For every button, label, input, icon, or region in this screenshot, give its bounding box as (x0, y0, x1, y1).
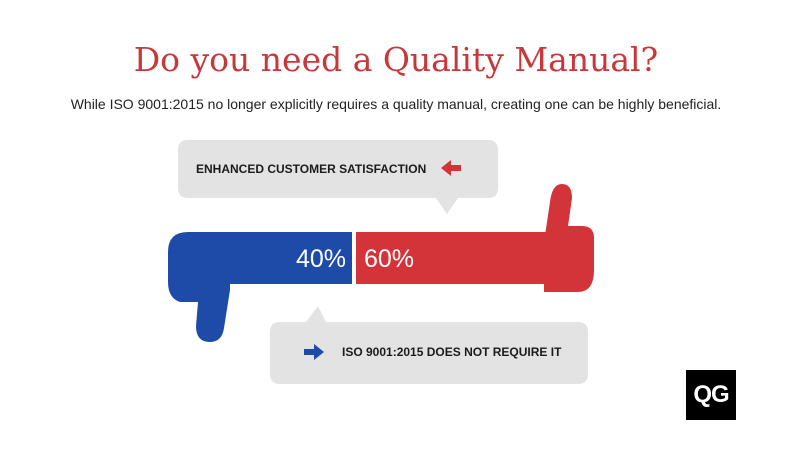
page-title: Do you need a Quality Manual? (133, 40, 659, 79)
bar-no-label: 40% (296, 245, 346, 273)
bar-yes-label: 60% (364, 245, 414, 273)
bottom-speech-bubble: ISO 9001:2015 DOES NOT REQUIRE IT (270, 306, 588, 384)
thumbs-down-icon (168, 232, 230, 342)
arrow-right-icon (304, 344, 324, 360)
arrow-left-icon (441, 160, 461, 176)
bar-yes (356, 232, 552, 284)
bottom-bubble-label: ISO 9001:2015 DOES NOT REQUIRE IT (342, 345, 562, 359)
page-subtitle: While ISO 9001:2015 no longer explicitly… (70, 96, 722, 112)
bar-group: 40% 60% (222, 232, 552, 284)
top-bubble-label: ENHANCED CUSTOMER SATISFACTION (196, 162, 426, 176)
thumbs-up-icon (544, 184, 594, 292)
top-speech-bubble: ENHANCED CUSTOMER SATISFACTION (178, 140, 498, 214)
bar-no (222, 232, 352, 284)
qg-logo: QG (686, 370, 736, 420)
